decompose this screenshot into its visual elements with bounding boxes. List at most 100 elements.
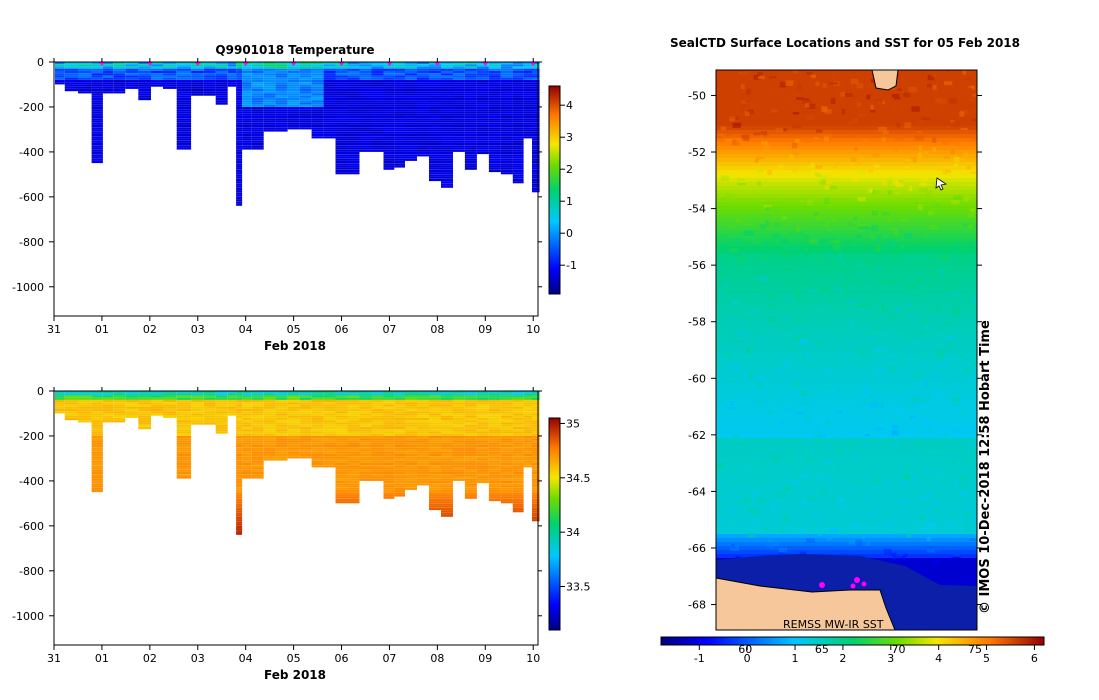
profile-cell: [383, 136, 395, 139]
profile-cell: [335, 118, 348, 121]
profile-cell: [347, 169, 360, 173]
sst-texture-cell: [728, 396, 733, 401]
sst-texture-cell: [854, 147, 858, 151]
profile-cell: [371, 391, 384, 394]
profile-cell: [125, 64, 139, 67]
profile-cell: [176, 431, 192, 434]
profile-cell: [138, 62, 151, 65]
profile-cell: [347, 471, 360, 475]
sst-band: [716, 386, 977, 390]
profile-cell: [500, 167, 513, 170]
profile-cell: [532, 118, 540, 121]
profile-cell: [512, 505, 524, 508]
profile-cell: [287, 95, 300, 98]
sst-texture-cell: [732, 284, 737, 289]
profile-cell: [275, 104, 288, 107]
profile-cell: [429, 124, 441, 128]
profile-cell: [91, 142, 103, 146]
profile-cell: [417, 118, 429, 121]
profile-cell: [335, 145, 348, 148]
profile-cell: [523, 80, 532, 83]
sst-texture-cell: [748, 111, 753, 117]
sst-texture-cell: [785, 453, 795, 459]
profile-cell: [236, 183, 243, 186]
profile-cell: [394, 444, 405, 448]
sst-texture-cell: [867, 394, 873, 399]
profile-cell: [275, 120, 288, 123]
profile-cell: [512, 113, 524, 116]
profile-cell: [429, 467, 441, 470]
profile-cell: [236, 483, 243, 486]
profile-cell: [242, 86, 252, 89]
profile-cell: [394, 84, 405, 87]
profile-cell: [441, 77, 453, 80]
profile-cell: [236, 458, 243, 461]
profile-cell: [347, 172, 360, 175]
profile-cell: [113, 82, 126, 85]
profile-cell: [151, 391, 163, 394]
profile-cell: [383, 476, 395, 479]
profile-cell: [441, 395, 453, 398]
profile-cell: [464, 156, 477, 159]
profile-cell: [523, 95, 532, 98]
profile-cell: [151, 66, 163, 69]
sst-texture-cell: [919, 181, 926, 187]
profile-cell: [359, 131, 372, 134]
profile-cell: [125, 68, 139, 71]
profile-cell: [299, 395, 312, 398]
profile-cell: [476, 62, 489, 65]
profile-cell: [64, 75, 78, 78]
profile-cell: [488, 397, 501, 400]
profile-cell: [383, 451, 395, 454]
profile-cell: [383, 109, 395, 112]
profile-cell: [512, 124, 524, 128]
profile-cell: [359, 104, 372, 107]
profile-cell: [242, 438, 252, 441]
profile-cell: [151, 84, 163, 87]
profile-cell: [236, 415, 243, 418]
profile-cell: [359, 71, 372, 74]
profile-cell: [91, 418, 103, 421]
profile-cell: [236, 140, 243, 143]
profile-cell: [335, 75, 348, 78]
profile-cell: [78, 397, 92, 400]
sst-colorbar-tick-label: 3: [887, 652, 894, 665]
profile-cell: [163, 397, 177, 400]
profile-cell: [215, 84, 228, 87]
profile-cell: [512, 102, 524, 105]
temperature-title: Q9901018 Temperature: [215, 43, 374, 57]
profile-cell: [215, 62, 228, 65]
profile-cell: [359, 82, 372, 85]
profile-cell: [500, 391, 513, 394]
sst-texture-cell: [757, 382, 762, 387]
profile-cell: [394, 492, 405, 495]
sst-texture-cell: [898, 437, 903, 443]
profile-cell: [488, 89, 501, 92]
profile-cell: [275, 77, 288, 80]
profile-cell: [488, 411, 501, 414]
profile-cell: [371, 64, 384, 67]
profile-cell: [464, 91, 477, 94]
profile-cell: [242, 440, 252, 443]
profile-cell: [113, 64, 126, 67]
sst-texture-cell: [903, 92, 911, 98]
profile-cell: [500, 71, 513, 74]
profile-cell: [335, 406, 348, 409]
profile-cell: [299, 124, 312, 128]
profile-cell: [512, 391, 524, 394]
profile-cell: [359, 68, 372, 71]
y-tick-label: -200: [19, 101, 44, 114]
sst-texture-cell: [907, 266, 914, 270]
profile-cell: [191, 73, 204, 76]
profile-cell: [275, 458, 288, 461]
profile-cell: [163, 86, 177, 89]
sst-band: [716, 102, 977, 106]
profile-cell: [464, 82, 477, 85]
profile-cell: [203, 400, 216, 403]
profile-cell: [441, 107, 453, 110]
profile-cell: [91, 98, 103, 101]
profile-cell: [500, 80, 513, 83]
seal-location-marker: [854, 577, 860, 583]
profile-cell: [394, 149, 405, 152]
sst-texture-cell: [857, 223, 866, 228]
